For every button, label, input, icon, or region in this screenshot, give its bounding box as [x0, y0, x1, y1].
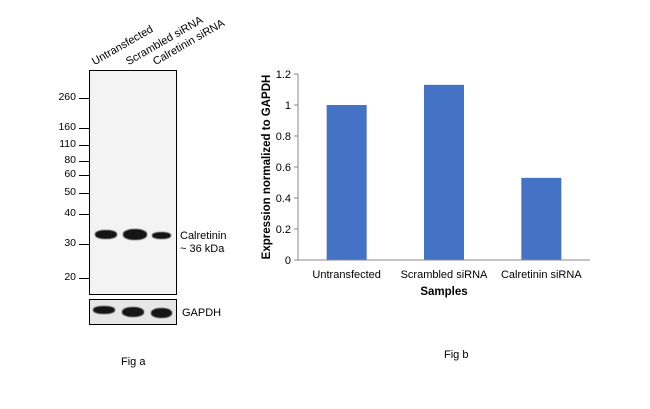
mw-marker: 110: [59, 138, 76, 150]
bar: [521, 177, 562, 260]
mw-marker: 30: [64, 237, 76, 249]
mw-marker: 40: [64, 207, 76, 219]
calretinin-band: [152, 232, 171, 239]
mw-tick: [79, 161, 90, 162]
mw-marker: 50: [64, 186, 76, 198]
y-tick-label: 0.8: [276, 131, 291, 143]
mw-marker: 60: [64, 168, 76, 180]
bar: [326, 105, 367, 260]
x-tick-label: Untransfected: [312, 269, 380, 281]
band-label-size: ~ 36 kDa: [180, 243, 225, 255]
mw-marker: 20: [64, 271, 76, 283]
mw-tick: [79, 98, 90, 99]
mw-tick: [79, 175, 90, 176]
mw-tick: [79, 145, 90, 146]
mw-tick: [79, 193, 90, 194]
mw-tick: [79, 278, 90, 279]
fig-b-caption: Fig b: [444, 349, 469, 361]
mw-tick: [79, 214, 90, 215]
y-tick-label: 0.4: [276, 193, 291, 205]
bar: [424, 84, 464, 260]
x-axis-title: Samples: [420, 286, 467, 298]
mw-tick: [79, 128, 90, 129]
y-tick-label: 1: [285, 100, 291, 112]
mw-marker: 80: [64, 154, 76, 166]
mw-tick: [79, 244, 90, 245]
calretinin-band: [123, 229, 147, 240]
y-tick-label: 0: [285, 255, 291, 267]
gapdh-blot-membrane: [89, 299, 177, 325]
gapdh-band: [122, 307, 144, 317]
y-tick-label: 1.2: [276, 69, 291, 81]
gapdh-band: [151, 308, 172, 318]
band-label-name: Calretinin: [180, 230, 227, 242]
fig-a-caption: Fig a: [121, 356, 146, 368]
gapdh-label: GAPDH: [182, 307, 222, 319]
blot-membrane: [89, 70, 177, 295]
calretinin-band: [95, 230, 117, 239]
y-axis-title: Expression normalized to GAPDH: [261, 75, 273, 260]
gapdh-band: [93, 306, 115, 314]
x-tick-label: Scrambled siRNA: [401, 269, 488, 281]
x-tick-label: Calretinin siRNA: [501, 269, 582, 281]
y-tick-label: 0.6: [276, 162, 291, 174]
mw-marker: 160: [58, 121, 76, 133]
y-tick-label: 0.2: [276, 224, 291, 236]
mw-marker: 260: [58, 91, 76, 103]
